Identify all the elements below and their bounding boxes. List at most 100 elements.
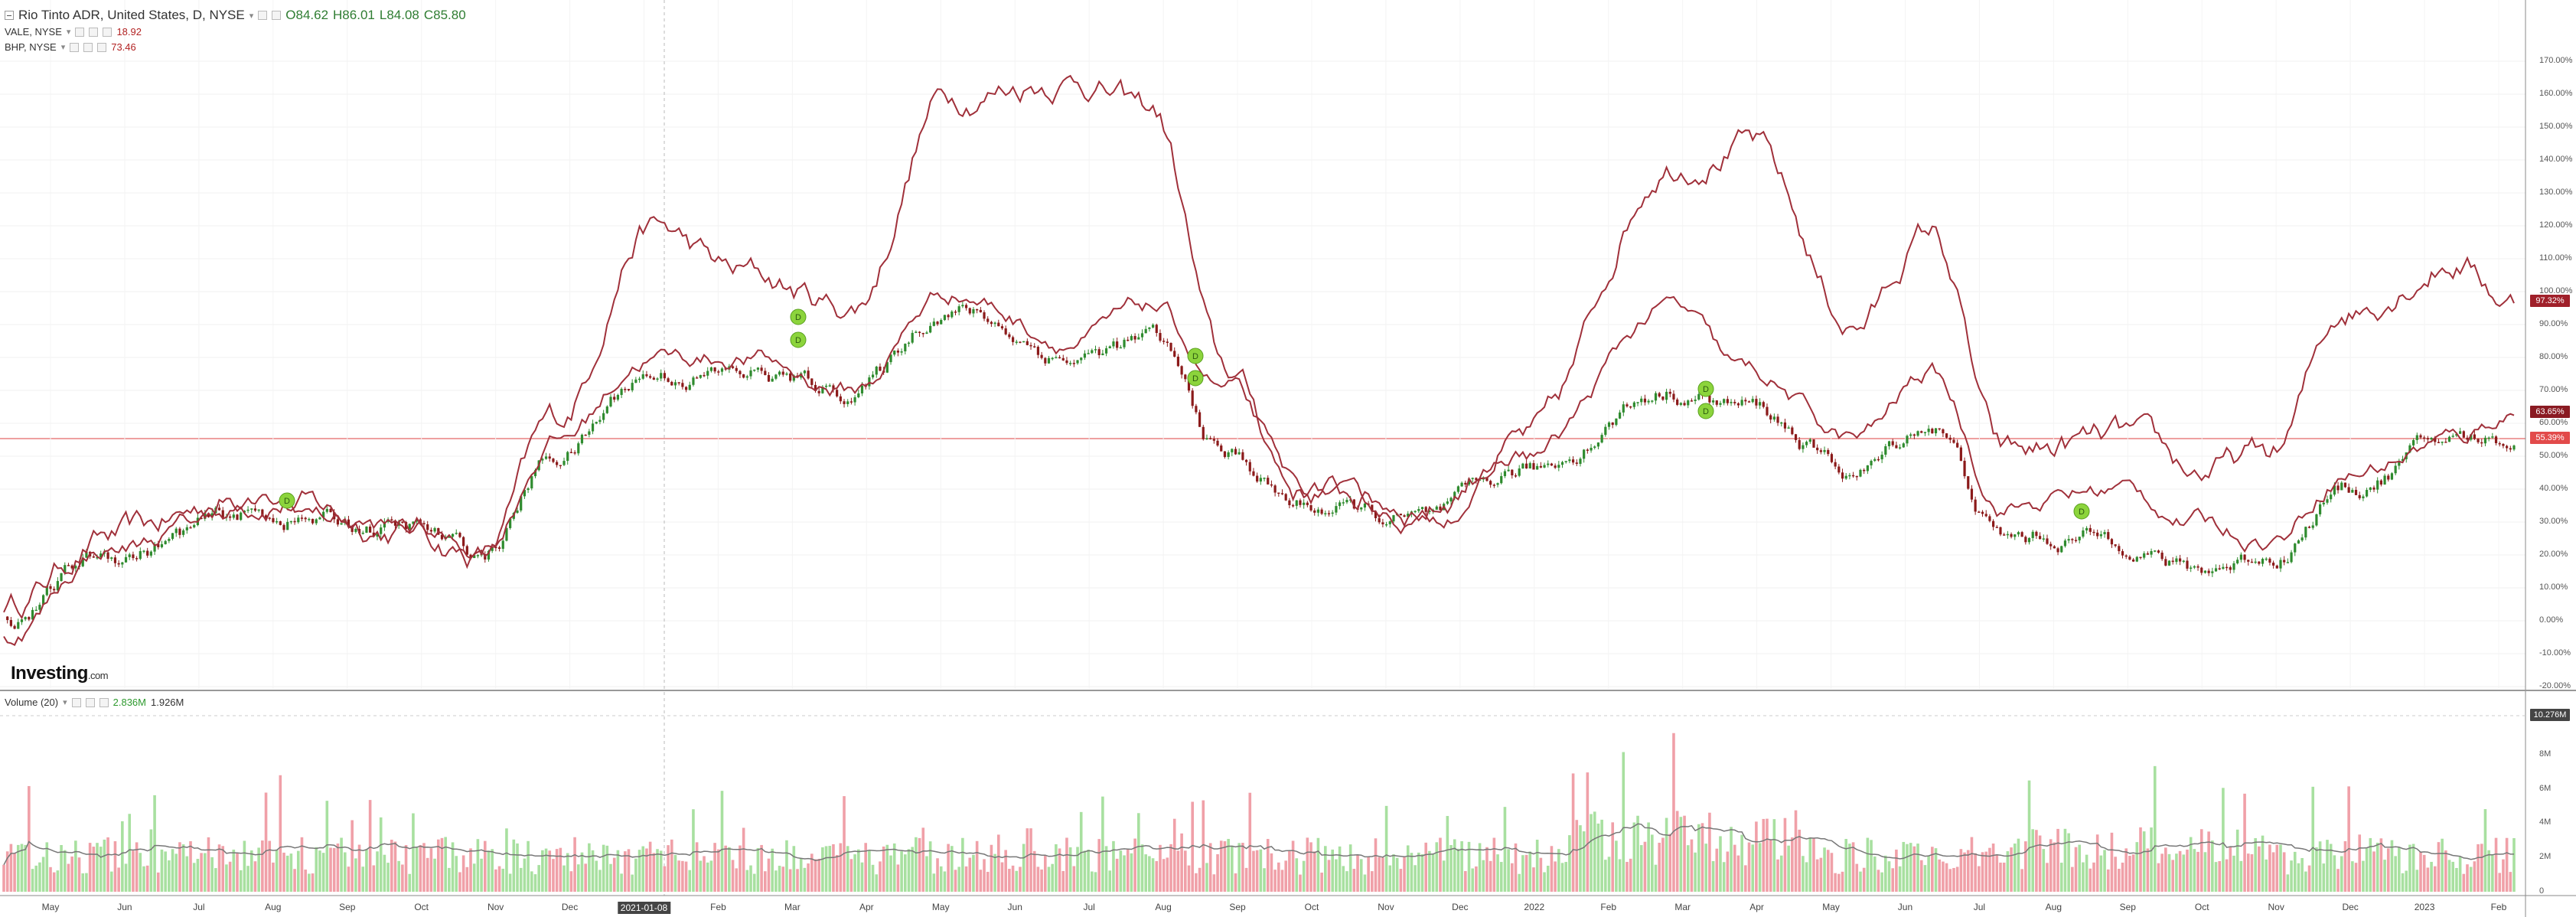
candle-body (1816, 447, 1819, 451)
candle-body (128, 554, 131, 557)
close-icon[interactable] (103, 27, 112, 37)
volume-bar (203, 853, 207, 892)
chevron-down-icon[interactable]: ▾ (249, 11, 254, 21)
candle-body (1026, 341, 1029, 345)
candle-body (1216, 440, 1219, 446)
volume-bar (1191, 801, 1194, 892)
volume-bar (796, 869, 799, 892)
volume-bar (620, 873, 623, 892)
candle-body (749, 370, 752, 377)
candle-body (2394, 465, 2397, 474)
candle-body (836, 390, 839, 396)
volume-bar (1392, 854, 1395, 892)
volume-bar (1762, 818, 1766, 892)
dividend-letter: D (1703, 385, 1709, 394)
candle-body (709, 367, 713, 371)
eye-icon[interactable] (75, 27, 85, 37)
collapse-icon[interactable] (5, 11, 14, 20)
volume-bar (1884, 855, 1887, 892)
candle-body (1967, 476, 1970, 489)
settings-icon[interactable] (89, 27, 99, 37)
candle-body (171, 533, 174, 539)
candle-body (2441, 442, 2444, 443)
candle-body (135, 558, 139, 560)
candle-body (1295, 500, 1298, 506)
volume-bar (828, 846, 832, 892)
candle-body (2114, 544, 2117, 547)
candle-body (1280, 493, 1284, 494)
volume-bar (1097, 839, 1101, 892)
volume-bar (1036, 866, 1040, 892)
volume-tick-label: 0 (2539, 886, 2545, 896)
chevron-down-icon[interactable]: ▾ (63, 698, 67, 707)
volume-bar (1482, 860, 1485, 892)
volume-bar (1582, 831, 1586, 892)
candle-body (2376, 480, 2379, 490)
volume-bar (505, 828, 508, 892)
x-tick-label: May (41, 902, 60, 912)
volume-bar (2394, 856, 2397, 892)
candle-body (699, 374, 702, 378)
candle-body (1040, 354, 1043, 358)
x-tick-label: Jul (193, 902, 205, 912)
dividend-icon (279, 492, 295, 509)
candle-body (2483, 437, 2487, 444)
volume-bar (1514, 843, 1518, 892)
volume-bar (1751, 844, 1755, 892)
y-tick-label: 20.00% (2539, 550, 2568, 559)
volume-bar (135, 842, 139, 892)
chevron-down-icon[interactable]: ▾ (66, 28, 71, 37)
eye-icon[interactable] (71, 697, 81, 707)
candle-body (781, 371, 784, 375)
volume-bar (2512, 837, 2516, 892)
eye-icon[interactable] (70, 42, 80, 52)
candle-body (1414, 511, 1417, 513)
candle-body (2239, 554, 2242, 560)
volume-bar (2408, 844, 2411, 892)
close-icon[interactable] (97, 42, 107, 52)
candle-body (849, 401, 853, 403)
settings-icon[interactable] (272, 11, 282, 20)
bhp-name[interactable]: BHP, NYSE (5, 41, 57, 53)
settings-icon[interactable] (83, 42, 93, 52)
volume-bar (879, 861, 882, 892)
candle-body (947, 315, 950, 318)
volume-bar (2006, 851, 2010, 892)
close-icon[interactable] (99, 697, 109, 707)
volume-bar (2139, 827, 2142, 892)
candle-body (778, 371, 781, 375)
volume-bar (340, 837, 343, 892)
settings-icon[interactable] (85, 697, 95, 707)
candle-body (240, 512, 243, 521)
symbol-title[interactable]: Rio Tinto ADR, United States, D, NYSE (18, 8, 245, 22)
candle-body (2451, 436, 2454, 437)
candle-body (2307, 527, 2311, 528)
candle-body (1237, 452, 1241, 455)
volume-bar (1324, 846, 1327, 892)
volume-bar (2053, 842, 2056, 892)
volume-name[interactable]: Volume (20) (5, 697, 59, 708)
candle-body (2512, 445, 2516, 450)
volume-bar (1295, 858, 1299, 892)
candle-body (74, 566, 77, 569)
volume-bar (860, 862, 864, 892)
candle-body (2347, 487, 2350, 493)
volume-bar (2372, 851, 2375, 892)
volume-bar (2095, 834, 2099, 892)
volume-bar (1694, 852, 1697, 892)
volume-bar (2494, 837, 2498, 892)
chevron-down-icon[interactable]: ▾ (60, 43, 66, 52)
candle-body (376, 534, 379, 537)
volume-bar (228, 861, 232, 892)
volume-bar (70, 856, 73, 892)
dividend-marker: D (279, 492, 295, 509)
candle-body (1503, 471, 1507, 477)
volume-bar (677, 860, 680, 892)
candle-body (2265, 558, 2268, 560)
vale-name[interactable]: VALE, NYSE (5, 26, 62, 38)
candle-body (257, 509, 260, 511)
eye-icon[interactable] (258, 11, 268, 20)
volume-bar (824, 846, 828, 892)
candle-body (149, 551, 152, 556)
